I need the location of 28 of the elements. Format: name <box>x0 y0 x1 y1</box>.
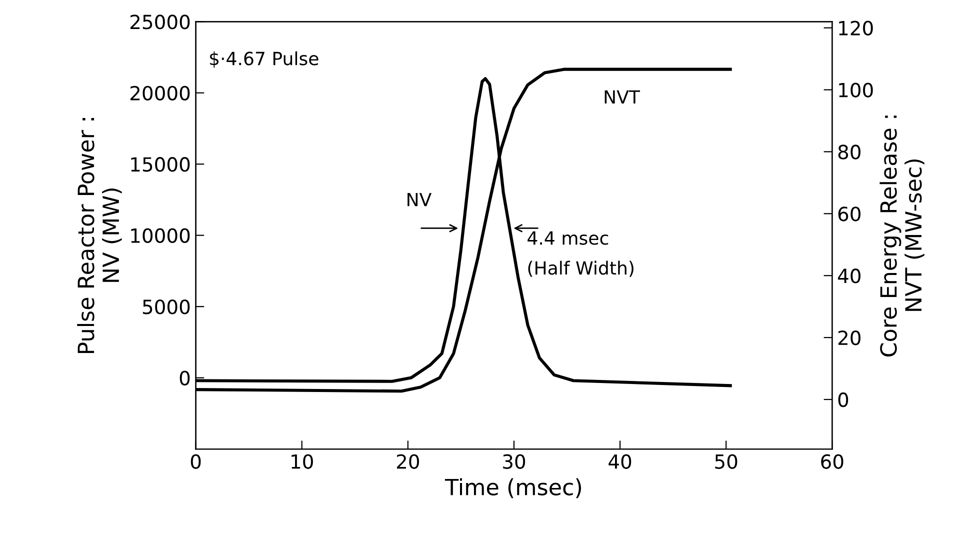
x-tick-label: 60 <box>821 454 844 469</box>
y-tick-label: 5000 <box>142 300 190 314</box>
x-tick-label: 10 <box>292 454 313 469</box>
annotation: NV <box>408 192 432 206</box>
x-tick-label: 40 <box>608 454 632 469</box>
annotation: NVT <box>604 90 640 104</box>
y2-tick-label: 80 <box>838 144 860 160</box>
y2-axis-title: Core Energy Release : NVT (MW-sec) <box>880 116 924 356</box>
y-tick-label: 20000 <box>130 86 190 101</box>
y2-tick-label: 100 <box>839 82 873 98</box>
y-tick-label: 25000 <box>130 14 190 30</box>
y2-tick-label: 60 <box>838 206 860 222</box>
y2-tick-label: 20 <box>838 330 860 346</box>
y-tick-label: 15000 <box>131 157 190 172</box>
y2-tick-label: 40 <box>838 268 860 284</box>
y-axis-title: Pulse Reactor Power : NV (MW) <box>77 118 122 354</box>
y-tick-label: 10000 <box>131 228 190 243</box>
annotation: (Half Width) <box>528 260 634 277</box>
x-tick-label: 20 <box>396 454 419 469</box>
x-tick-label: 0 <box>190 454 201 469</box>
x-tick-label: 50 <box>715 454 738 469</box>
x-axis-title: Time (msec) <box>444 478 582 498</box>
annotation: $·4.67 Pulse <box>210 51 318 68</box>
x-tick-label: 30 <box>503 454 526 469</box>
y-tick-label: 0 <box>180 370 190 386</box>
y2-tick-label: 0 <box>838 392 848 408</box>
annotation: 4.4 msec <box>528 231 608 245</box>
y2-tick-label: 120 <box>839 20 873 36</box>
